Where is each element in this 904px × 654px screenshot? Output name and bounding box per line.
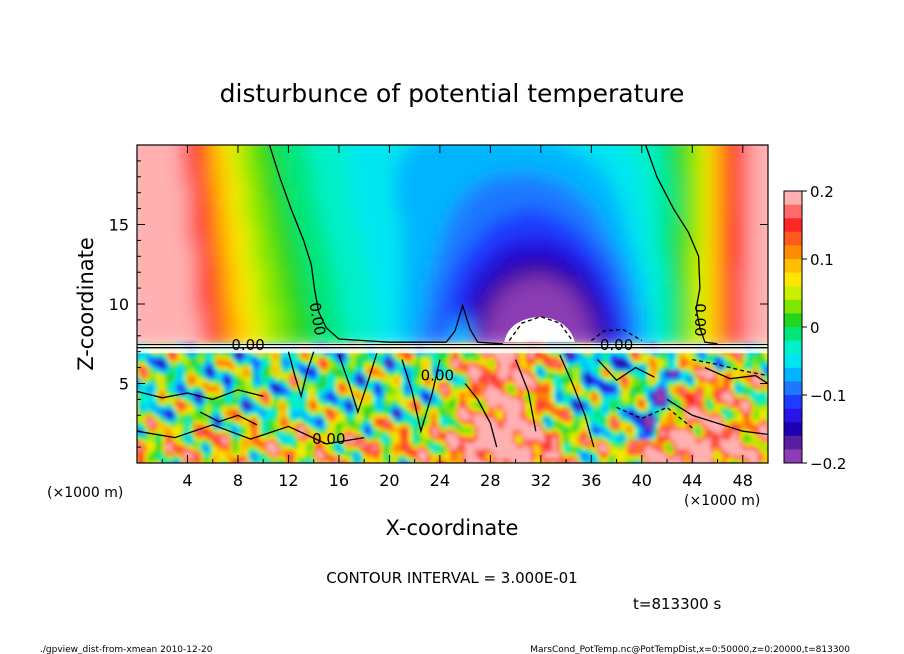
y-axis-ticks: 5 10 15 (109, 160, 768, 448)
colorbar-tick-label: 0.1 (810, 251, 834, 269)
colorbar-segment (784, 299, 802, 314)
colorbar-segment (784, 449, 802, 464)
x-tick-label: 20 (379, 471, 399, 490)
x-tick-label: 28 (480, 471, 500, 490)
x-tick-label: 32 (531, 471, 551, 490)
contour-label: 0.00 (600, 336, 633, 354)
x-tick-label: 48 (733, 471, 753, 490)
x-tick-label: 36 (581, 471, 601, 490)
colorbar-segment (784, 395, 802, 409)
x-tick-label: 4 (182, 471, 192, 490)
x-tick-label: 16 (329, 471, 349, 490)
colorbar-segment (784, 354, 802, 369)
y-tick-label: 5 (119, 375, 129, 394)
upper-field (137, 145, 768, 348)
time-label: t=813300 s (633, 595, 721, 613)
contour-label: 0.00 (312, 430, 345, 448)
y-axis-label: Z-coordinate (74, 237, 98, 371)
contour-label: 0.00 (421, 366, 454, 384)
colorbar-segment (784, 245, 802, 260)
colorbar-segment (784, 340, 802, 355)
contour-lines (137, 145, 768, 448)
chart-title: disturbunce of potential temperature (220, 79, 685, 108)
colorbar-segment (784, 381, 802, 396)
x-axis-ticks: 4 8 12 16 20 24 28 32 36 40 44 48 (161, 145, 753, 490)
contour-label: 0.00 (306, 301, 330, 337)
footer-left: ./gpview_dist-from-xmean 2010-12-20 (40, 645, 213, 654)
x-tick-label: 8 (233, 471, 243, 490)
x-axis-label: X-coordinate (386, 516, 519, 540)
x-tick-label: 24 (430, 471, 450, 490)
footer-right: MarsCond_PotTemp.nc@PotTempDist,x=0:5000… (530, 645, 850, 654)
x-tick-label: 44 (682, 471, 702, 490)
colorbar-segment (784, 204, 802, 219)
colorbar-ticks: 0.2 0.1 0 −0.1 −0.2 (802, 183, 846, 473)
x-tick-label: 12 (278, 471, 298, 490)
contour-label: 0.00 (231, 336, 264, 354)
colorbar-segment (784, 367, 802, 382)
colorbar-segment (784, 191, 802, 205)
contour-labels: 0.00 0.00 0.00 0.00 0.00 0.00 (231, 301, 708, 448)
colorbar-segment (784, 408, 802, 423)
contour-label: 0.00 (691, 303, 709, 336)
heatmap-field (137, 145, 768, 463)
y-axis-unit: (×1000 m) (47, 485, 123, 501)
colorbar-segment (784, 313, 802, 328)
colorbar-segment (784, 422, 802, 437)
colorbar-segment (784, 231, 802, 246)
colorbar-segment (784, 435, 802, 450)
colorbar-tick-label: 0.2 (810, 183, 834, 201)
colorbar-segment (784, 327, 802, 341)
colorbar-segment (784, 259, 802, 273)
colorbar-tick-label: 0 (810, 319, 820, 337)
contour-interval: CONTOUR INTERVAL = 3.000E-01 (326, 569, 577, 587)
y-tick-label: 15 (109, 216, 129, 235)
x-axis-unit: (×1000 m) (684, 493, 760, 509)
colorbar (783, 190, 803, 464)
colorbar-segment (784, 286, 802, 301)
y-tick-label: 10 (109, 295, 129, 314)
colorbar-tick-label: −0.1 (810, 387, 846, 405)
x-tick-label: 40 (632, 471, 652, 490)
colorbar-segment (784, 218, 802, 233)
colorbar-segment (784, 272, 802, 287)
colorbar-tick-label: −0.2 (810, 455, 846, 473)
